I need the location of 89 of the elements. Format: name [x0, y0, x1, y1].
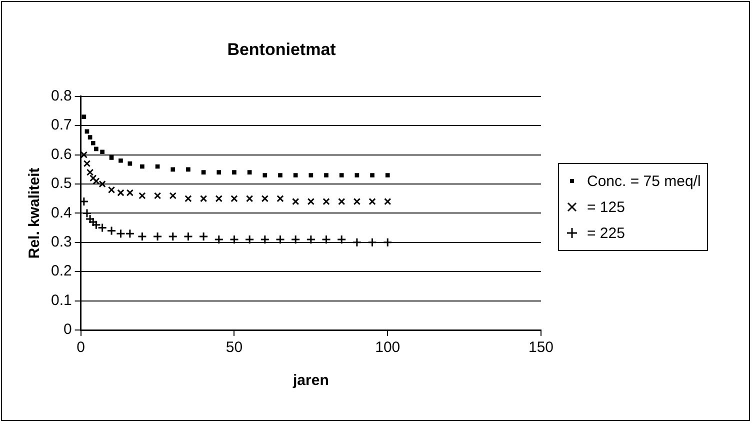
y-tick-label: 0.8	[50, 88, 72, 105]
y-tick-label: 0.1	[50, 292, 72, 309]
point	[90, 140, 96, 146]
y-tick-label: 0	[64, 321, 72, 338]
point	[276, 234, 285, 244]
point	[152, 232, 162, 242]
point	[109, 156, 114, 160]
legend-label: = 125	[587, 198, 625, 216]
point	[322, 234, 332, 244]
point	[368, 238, 378, 248]
point	[260, 234, 270, 244]
y-tick-label: 0.4	[50, 204, 72, 222]
point	[324, 173, 328, 178]
point	[336, 234, 346, 244]
point	[353, 198, 361, 206]
point	[83, 160, 91, 168]
point	[384, 198, 392, 206]
point	[169, 192, 176, 200]
point	[292, 198, 300, 206]
point	[306, 234, 316, 244]
point	[278, 173, 282, 178]
point	[290, 234, 300, 244]
point	[244, 234, 254, 244]
point	[125, 228, 135, 238]
point	[100, 150, 104, 154]
y-tick-label: 0.2	[50, 262, 72, 280]
point	[137, 232, 147, 242]
legend-label: Conc. = 75 meq/l	[587, 172, 701, 190]
point	[216, 170, 222, 174]
point	[276, 195, 284, 202]
legend-label: = 225	[587, 224, 625, 242]
point	[80, 196, 89, 206]
point	[201, 170, 206, 174]
point	[128, 161, 132, 166]
point	[307, 198, 315, 206]
point	[106, 226, 116, 236]
point	[108, 186, 116, 194]
y-tick-label: 0.3	[50, 234, 72, 251]
point	[338, 198, 346, 206]
point	[118, 158, 123, 163]
point	[154, 192, 162, 200]
point	[184, 195, 192, 202]
point	[116, 228, 126, 238]
point	[246, 195, 254, 202]
point	[94, 146, 98, 152]
point	[88, 217, 98, 227]
point	[117, 189, 124, 196]
point	[308, 173, 314, 178]
y-tick-label: 0.5	[50, 175, 72, 192]
point	[229, 234, 239, 244]
point	[215, 195, 222, 202]
x-tick-label: 150	[528, 339, 554, 356]
chart-title: Bentonietmat	[227, 40, 336, 59]
point	[138, 192, 146, 200]
point	[170, 167, 176, 172]
y-tick-label: 0.7	[50, 116, 72, 134]
point	[262, 173, 268, 178]
point	[183, 232, 193, 242]
x-axis-title: jaren	[292, 372, 329, 390]
y-tick-label: 0.6	[50, 146, 72, 163]
point	[82, 114, 86, 120]
point	[368, 198, 376, 206]
point	[232, 170, 236, 174]
point	[354, 173, 360, 178]
point	[186, 167, 190, 172]
point	[98, 180, 106, 188]
y-axis-title: Rel. kwaliteit	[26, 168, 44, 259]
point	[352, 238, 362, 248]
point	[247, 170, 252, 174]
point	[214, 234, 224, 244]
point	[261, 195, 268, 202]
x-tick-label: 100	[375, 339, 400, 356]
point	[155, 164, 160, 169]
point	[293, 173, 298, 178]
point	[230, 195, 238, 202]
point	[88, 135, 92, 140]
point	[200, 195, 208, 202]
point	[126, 189, 134, 196]
point	[84, 129, 90, 134]
point	[385, 173, 390, 178]
point	[382, 238, 392, 248]
point	[140, 164, 144, 169]
point	[370, 173, 374, 178]
x-tick-label: 0	[76, 339, 86, 356]
point	[198, 232, 208, 242]
point	[168, 232, 178, 242]
point	[322, 198, 330, 206]
point	[339, 173, 344, 178]
x-tick-label: 50	[226, 339, 243, 356]
